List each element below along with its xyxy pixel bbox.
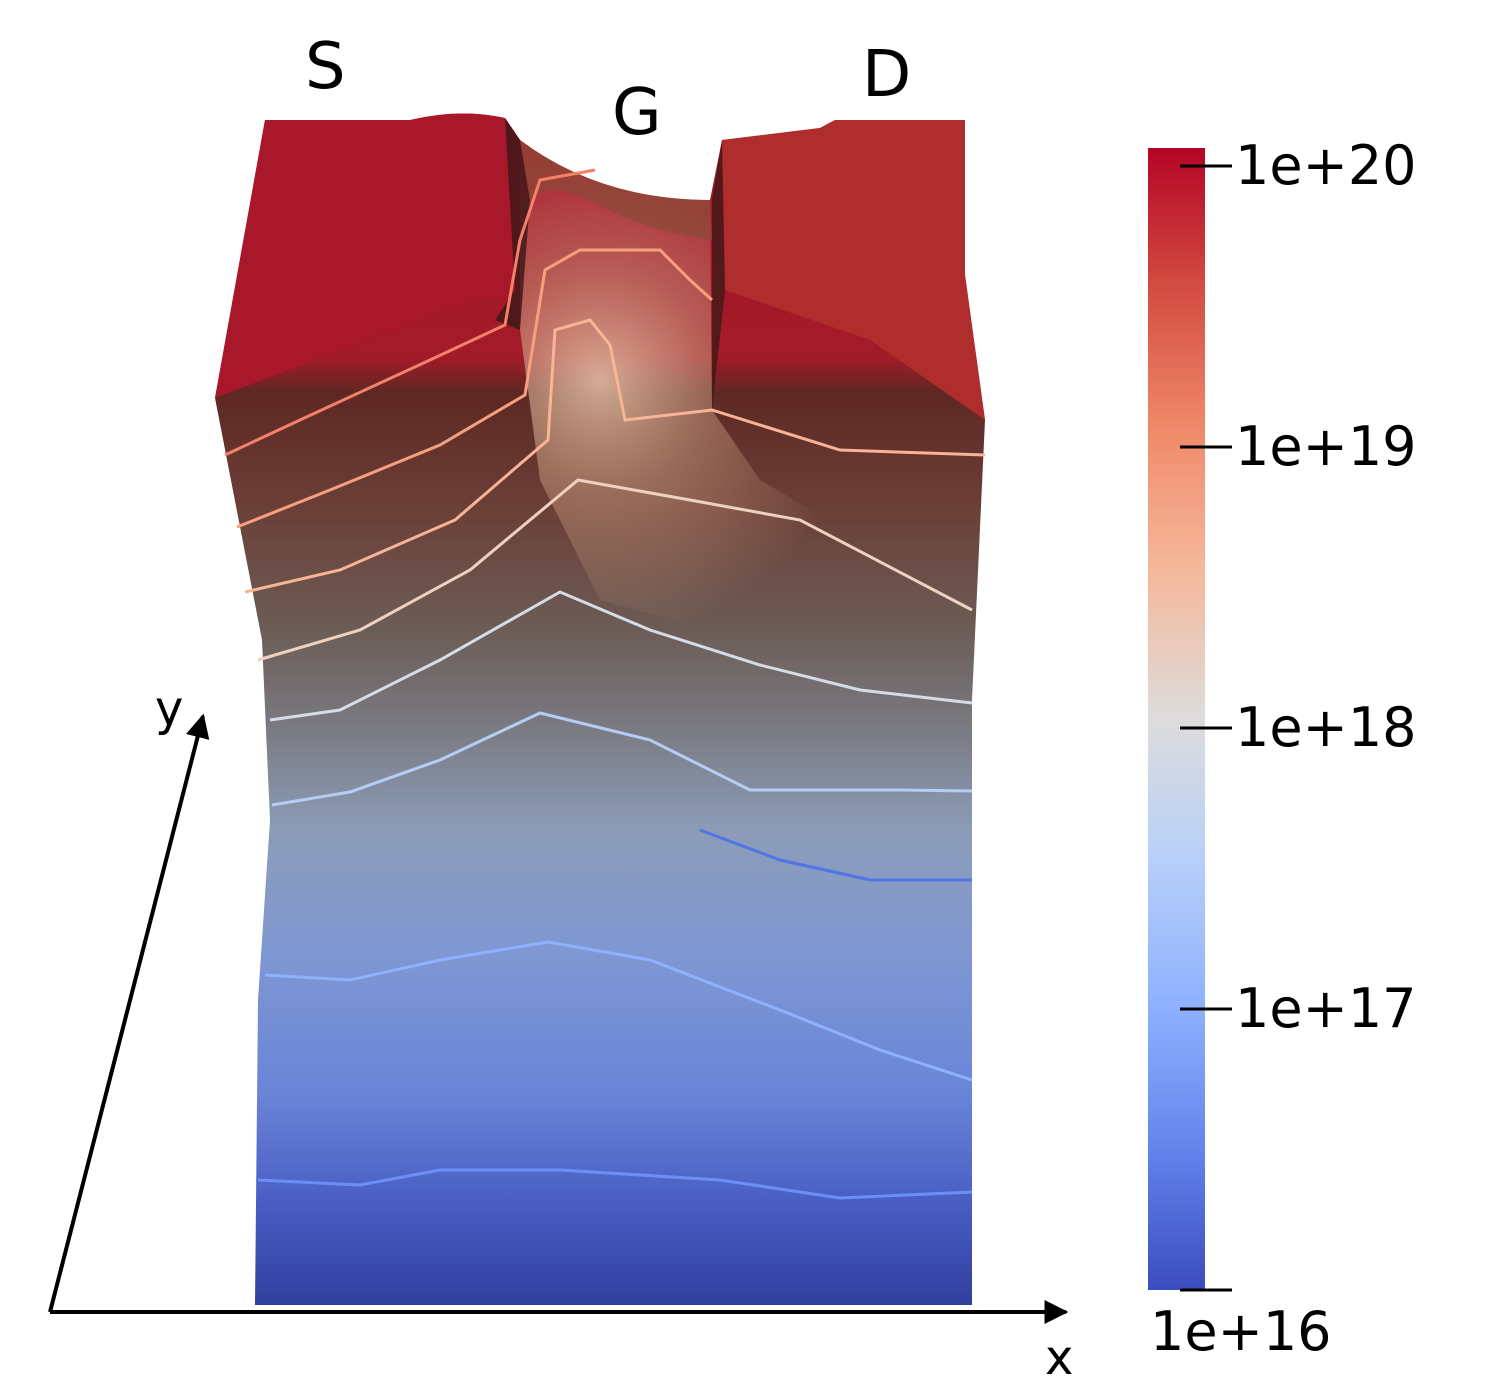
contour-line (236, 248, 714, 529)
contour-line (224, 168, 596, 457)
channel-region (520, 140, 972, 700)
colorbar-ticks: 1e+20 1e+19 1e+18 1e+17 1e+16 (1150, 134, 1417, 1363)
gate-recess-right-wall (712, 140, 725, 410)
source-label: S (305, 30, 346, 104)
y-axis-label: y (155, 681, 183, 737)
axes-triad: x y (48, 681, 1073, 1386)
contour-line (257, 1168, 973, 1200)
colorbar-tick-label: 1e+16 (1150, 1300, 1332, 1363)
source-contact-block (215, 113, 520, 399)
gate-recess-left-wall (495, 118, 530, 330)
drain-label: D (862, 38, 911, 112)
contour-line (264, 940, 973, 1082)
device-mesh (215, 113, 985, 1305)
gate-surface (520, 140, 712, 240)
contour-line (257, 478, 973, 662)
colorbar-tick-label: 1e+17 (1235, 977, 1417, 1040)
contour-line (269, 590, 973, 722)
colorbar-tick-label: 1e+18 (1235, 696, 1417, 759)
contour-line (271, 711, 973, 807)
contour-line (244, 318, 986, 594)
colorbar-tick-label: 1e+20 (1235, 134, 1417, 197)
colorbar: 1e+20 1e+19 1e+18 1e+17 1e+16 (1148, 134, 1417, 1363)
colorbar-tick-label: 1e+19 (1235, 415, 1417, 478)
x-axis-label: x (1045, 1330, 1073, 1386)
iso-contours (224, 168, 986, 1200)
colorbar-gradient (1148, 148, 1205, 1290)
gate-label: G (612, 76, 662, 150)
device-body (215, 113, 985, 1305)
drain-contact-block (722, 120, 985, 420)
contour-line (699, 828, 972, 882)
y-axis-arrow (48, 713, 210, 1313)
